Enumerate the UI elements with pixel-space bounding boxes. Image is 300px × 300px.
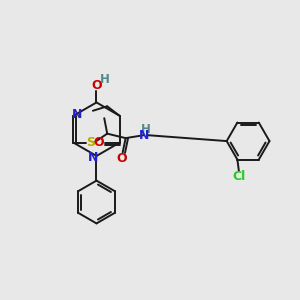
Text: O: O	[91, 79, 102, 92]
Text: H: H	[100, 74, 110, 86]
Text: N: N	[72, 108, 82, 121]
Text: Cl: Cl	[232, 170, 245, 183]
Text: H: H	[141, 123, 151, 136]
Text: N: N	[139, 129, 149, 142]
Text: O: O	[93, 136, 104, 149]
Text: S: S	[86, 136, 95, 149]
Text: O: O	[117, 152, 128, 165]
Text: N: N	[88, 151, 98, 164]
